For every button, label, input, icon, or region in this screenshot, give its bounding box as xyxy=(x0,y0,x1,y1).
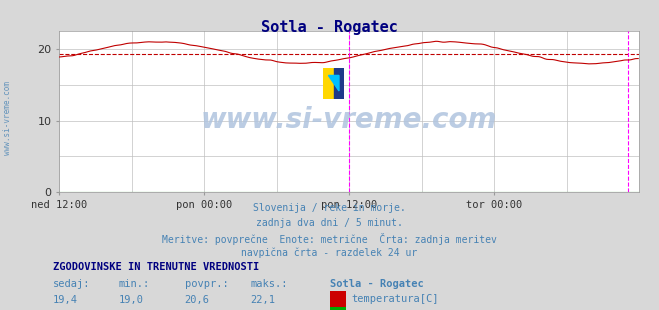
Bar xyxy=(333,68,344,99)
Text: temperatura[C]: temperatura[C] xyxy=(351,294,439,304)
Text: navpična črta - razdelek 24 ur: navpična črta - razdelek 24 ur xyxy=(241,248,418,258)
Text: 22,1: 22,1 xyxy=(250,294,275,304)
Text: povpr.:: povpr.: xyxy=(185,279,228,289)
Text: Sotla - Rogatec: Sotla - Rogatec xyxy=(261,20,398,35)
Text: www.si-vreme.com: www.si-vreme.com xyxy=(3,81,13,155)
Text: zadnja dva dni / 5 minut.: zadnja dva dni / 5 minut. xyxy=(256,218,403,228)
Bar xyxy=(323,68,333,99)
Text: 19,4: 19,4 xyxy=(53,294,78,304)
Text: 19,0: 19,0 xyxy=(119,294,144,304)
Text: Sotla - Rogatec: Sotla - Rogatec xyxy=(330,279,423,289)
Text: 20,6: 20,6 xyxy=(185,294,210,304)
Text: www.si-vreme.com: www.si-vreme.com xyxy=(201,106,498,134)
Text: sedaj:: sedaj: xyxy=(53,279,90,289)
Text: Meritve: povprečne  Enote: metrične  Črta: zadnja meritev: Meritve: povprečne Enote: metrične Črta:… xyxy=(162,233,497,245)
Text: min.:: min.: xyxy=(119,279,150,289)
Text: ZGODOVINSKE IN TRENUTNE VREDNOSTI: ZGODOVINSKE IN TRENUTNE VREDNOSTI xyxy=(53,262,259,272)
Text: maks.:: maks.: xyxy=(250,279,288,289)
Text: Slovenija / reke in morje.: Slovenija / reke in morje. xyxy=(253,203,406,213)
Polygon shape xyxy=(328,75,339,91)
